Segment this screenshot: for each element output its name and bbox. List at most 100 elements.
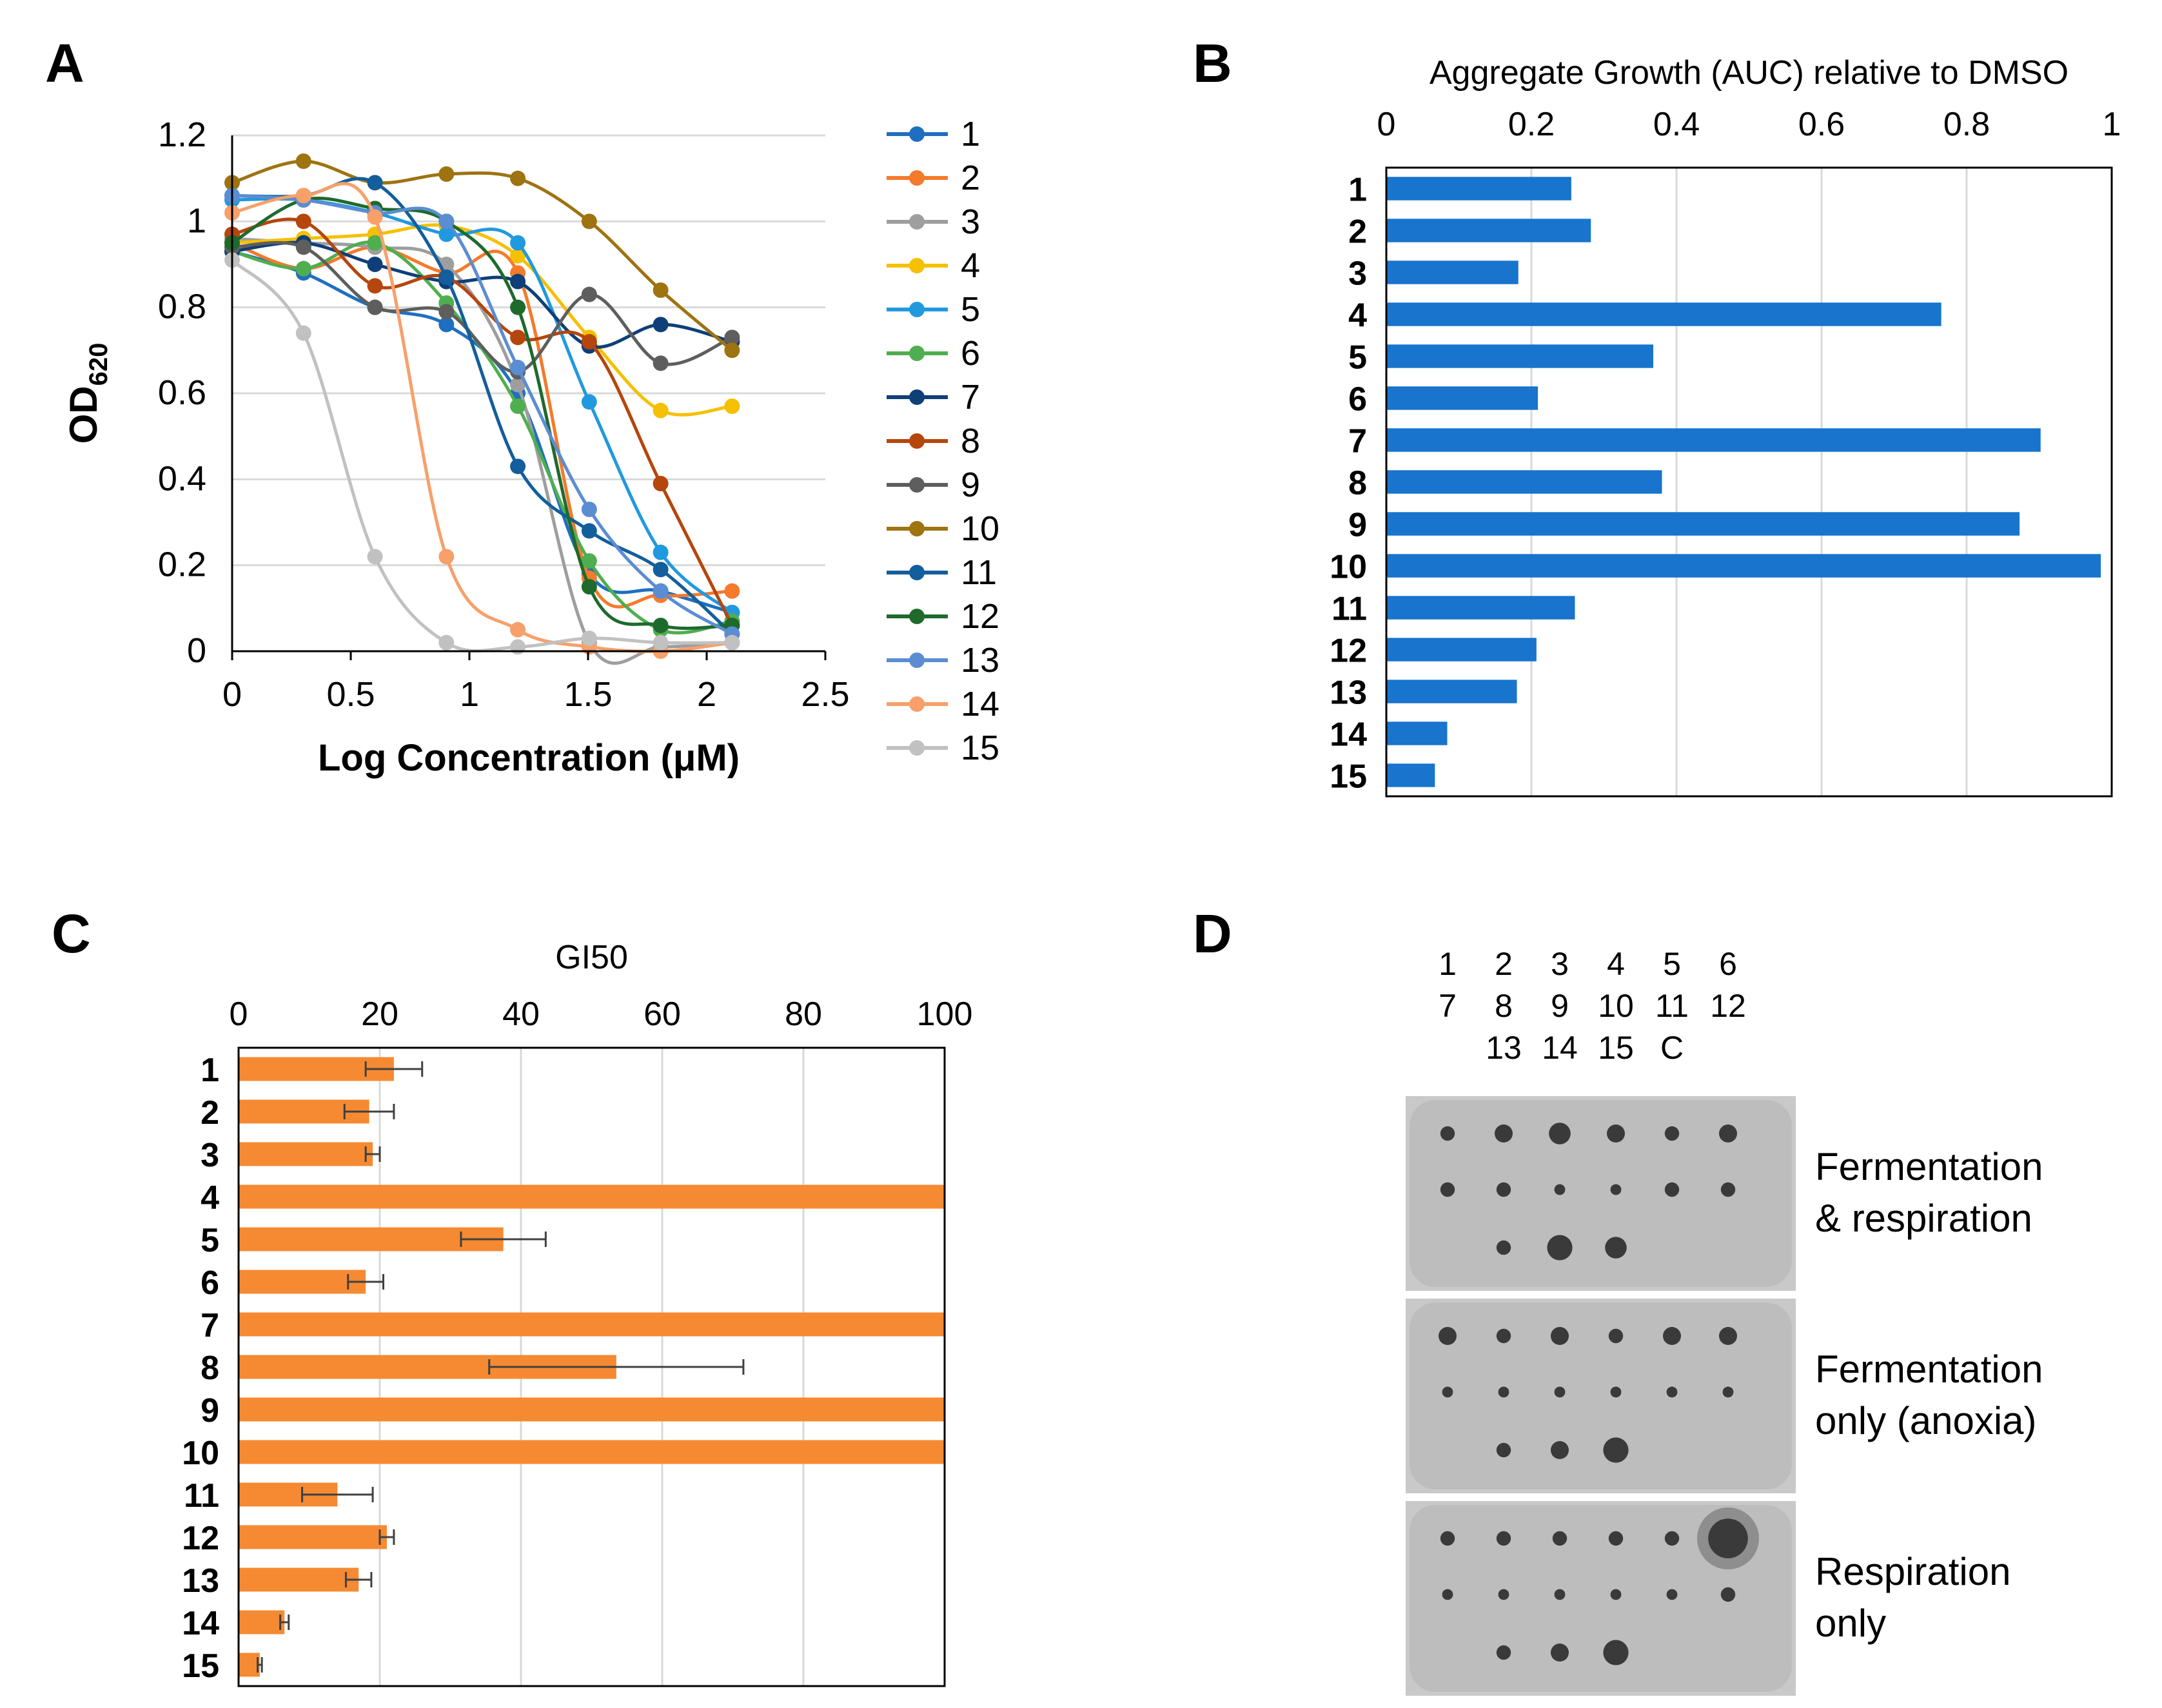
chart-a-point <box>295 213 311 230</box>
colony-spot <box>1666 1589 1678 1600</box>
chart-b-bar-group-14 <box>1386 721 1448 745</box>
chart-a-legend-label-14: 14 <box>961 685 999 723</box>
chart-a-ytick-label: 0 <box>187 631 206 670</box>
plate-position-label: 9 <box>1551 988 1569 1024</box>
chart-c-xtick-label: 60 <box>644 996 681 1033</box>
chart-b-bar-4 <box>1386 302 1941 326</box>
chart-a-legend-label-6: 6 <box>961 334 980 373</box>
chart-a-point <box>438 270 455 285</box>
colony-spot <box>1551 1327 1569 1345</box>
chart-b-xtick-label: 1 <box>2103 106 2121 143</box>
chart-c-category-label-9: 9 <box>201 1392 219 1429</box>
colony-spot <box>1547 1235 1573 1261</box>
chart-b-plot-frame <box>1385 166 2113 798</box>
chart-a-legend-marker-15 <box>909 740 925 756</box>
chart-a-legend-label-11: 11 <box>961 553 997 592</box>
chart-a-legend-label-10: 10 <box>961 509 999 548</box>
chart-c-bar-group-12 <box>239 1525 395 1549</box>
chart-a-point <box>581 394 597 410</box>
colony-spot <box>1610 1589 1622 1600</box>
chart-b-bar-group-4 <box>1386 302 1941 326</box>
chart-b-bar-group-2 <box>1386 219 1591 242</box>
chart-c-bar-15 <box>239 1653 260 1677</box>
chart-b-bar-group-8 <box>1386 470 1662 494</box>
chart-b-xtick-label: 0.6 <box>1798 106 1845 143</box>
agar-plate-inner <box>1410 1100 1792 1287</box>
chart-c-bar-group-14 <box>239 1610 290 1634</box>
chart-c-category-label-4: 4 <box>201 1179 219 1217</box>
panel-letter-d: D <box>1193 903 1232 964</box>
colony-spot <box>1442 1589 1453 1600</box>
chart-b-axes: Aggregate Growth (AUC) relative to DMSO 0… <box>1330 54 2121 798</box>
plate-position-label: 13 <box>1486 1030 1522 1066</box>
chart-a-point <box>295 325 311 341</box>
chart-a-point <box>653 317 669 333</box>
chart-b-bar-group-6 <box>1386 386 1538 410</box>
chart-c-category-label-6: 6 <box>201 1264 219 1302</box>
plate-position-label: 11 <box>1655 988 1689 1024</box>
chart-a-xtick-label: 1.5 <box>564 675 612 714</box>
plate-position-label: 2 <box>1495 946 1513 982</box>
chart-a-legend-label-1: 1 <box>961 115 980 153</box>
chart-c-title: GI50 <box>555 939 628 976</box>
plate-condition-label-line1: Fermentation <box>1815 1348 2043 1391</box>
chart-a-legend-label-8: 8 <box>961 422 980 460</box>
chart-b-bars-group <box>1386 177 2101 787</box>
chart-a-point <box>510 639 526 655</box>
chart-a-point <box>438 634 455 651</box>
colony-spot <box>1554 1589 1566 1600</box>
chart-a-y-axis-title-main: OD <box>62 386 105 444</box>
chart-a-point <box>510 377 526 393</box>
chart-b-xtick-label: 0.4 <box>1653 106 1700 143</box>
chart-a-point <box>510 170 526 186</box>
colony-spot <box>1552 1531 1567 1546</box>
chart-a-point <box>724 398 740 414</box>
chart-a-xtick-label: 2.5 <box>801 675 849 714</box>
chart-c-bar-group-2 <box>239 1099 395 1124</box>
chart-b-bar-3 <box>1386 260 1518 284</box>
chart-c-bar-group-6 <box>239 1270 384 1294</box>
chart-b-bar-14 <box>1386 721 1448 745</box>
chart-a-point <box>510 299 526 315</box>
chart-c-bar-group-1 <box>239 1057 424 1081</box>
chart-a-axes: 0 0.2 0.4 0.6 0.8 1 1.2 0 0.5 1 1.5 2 2.5 Log Concent… <box>62 115 850 779</box>
chart-c-xtick-label: 40 <box>502 996 540 1033</box>
chart-b-category-label-12: 12 <box>1330 633 1367 670</box>
chart-a-xtick-label: 0.5 <box>326 675 375 714</box>
chart-c-bar-13 <box>239 1567 359 1592</box>
colony-spot <box>1442 1386 1453 1398</box>
chart-a-series-13 <box>224 188 740 642</box>
chart-a-y-axis-title: OD620 <box>62 343 113 444</box>
chart-a-legend-label-4: 4 <box>961 246 980 285</box>
chart-a-point <box>438 317 455 333</box>
colony-spot <box>1664 1126 1680 1141</box>
chart-a-point <box>295 239 311 255</box>
plate-condition-label: Fermentation & respiration <box>1815 1141 2043 1244</box>
chart-a-line-13 <box>231 193 733 636</box>
colony-spot <box>1496 1328 1511 1344</box>
chart-b-bar-15 <box>1386 763 1435 787</box>
chart-a-legend-label-7: 7 <box>961 378 980 417</box>
chart-c-xtick-label: 20 <box>361 996 398 1033</box>
chart-a-point <box>581 213 597 230</box>
chart-a-ytick-label: 1 <box>187 201 206 240</box>
chart-b-category-label-10: 10 <box>1330 549 1367 586</box>
chart-a-ytick-label: 0.2 <box>158 545 206 584</box>
chart-a-point <box>438 549 455 565</box>
chart-a-point <box>581 553 597 569</box>
colony-spot <box>1551 1441 1569 1459</box>
chart-b-category-label-13: 13 <box>1330 674 1367 712</box>
chart-a-point <box>581 631 597 646</box>
chart-c-category-label-10: 10 <box>182 1435 219 1472</box>
plate-position-label: C <box>1660 1030 1684 1066</box>
chart-a-point <box>510 273 526 290</box>
colony-spot <box>1496 1645 1511 1660</box>
chart-a-line-9 <box>231 240 733 374</box>
chart-c-plot-frame <box>237 1046 946 1687</box>
plate-condition-label: Fermentation only (anoxia) <box>1815 1344 2043 1447</box>
chart-b-bar-1 <box>1386 177 1571 201</box>
chart-c-bar-group-7 <box>239 1312 945 1337</box>
colony-spot <box>1708 1518 1748 1558</box>
chart-b-bar-group-11 <box>1386 596 1575 620</box>
